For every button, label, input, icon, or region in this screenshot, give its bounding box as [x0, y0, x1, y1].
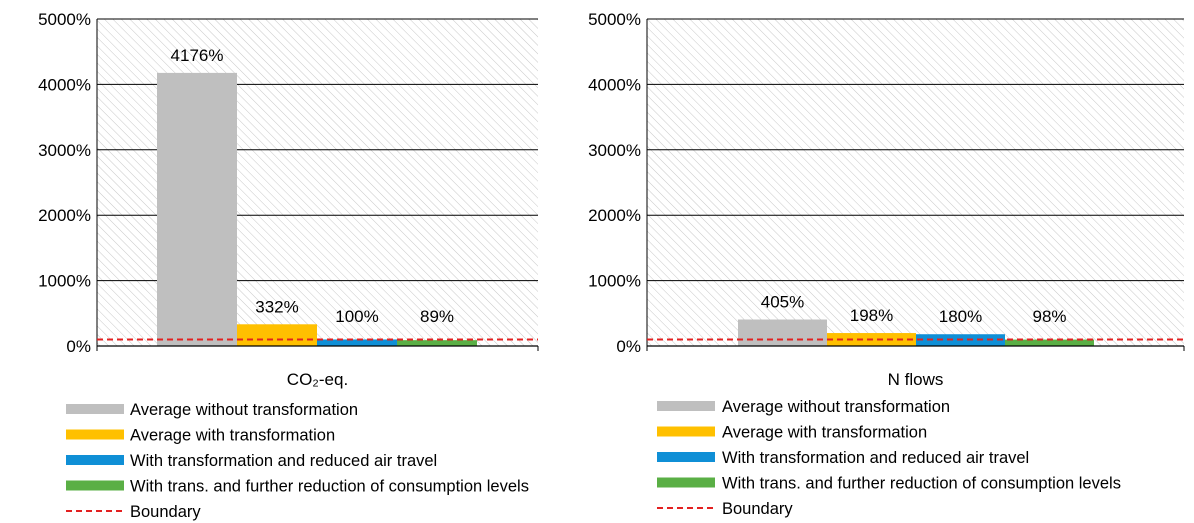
co2-data-label-3: 100% — [335, 307, 378, 326]
co2-bar-3 — [317, 339, 397, 346]
nflows-y-tick-label: 1000% — [588, 272, 641, 291]
n-flows-chart-panel: 0% 1000% 2000% 3000% 4000% 5000% 405% 198% 180% 9… — [588, 10, 1185, 518]
co2-y-tick-label: 5000% — [38, 10, 91, 29]
co2-legend-swatch-4 — [66, 480, 124, 491]
co2-y-tick-label: 3000% — [38, 141, 91, 160]
co2-bar-2 — [237, 324, 317, 346]
nflows-legend-label-4: With trans. and further reduction of con… — [722, 475, 1121, 493]
co2-y-tick-label: 1000% — [38, 272, 91, 291]
nflows-legend-swatch-3 — [657, 452, 715, 462]
nflows-legend-label-2: Average with transformation — [722, 424, 927, 442]
nflows-legend-swatch-4 — [657, 477, 715, 488]
co2-legend-label-boundary: Boundary — [130, 503, 201, 521]
nflows-data-label-2: 198% — [850, 306, 893, 325]
co2-legend-swatch-1 — [66, 404, 124, 414]
nflows-bar-4 — [1005, 339, 1094, 346]
co2-legend-label-4: With trans. and further reduction of con… — [130, 478, 529, 496]
co2-y-tick-label: 4000% — [38, 75, 91, 94]
co2-legend-label-3: With transformation and reduced air trav… — [130, 452, 437, 470]
co2-legend-label-1: Average without transformation — [130, 401, 358, 419]
nflows-bar-1 — [738, 319, 827, 346]
nflows-y-tick-label: 5000% — [588, 10, 641, 29]
nflows-y-tick-label: 4000% — [588, 75, 641, 94]
nflows-category-label: N flows — [888, 370, 944, 389]
nflows-data-label-1: 405% — [761, 293, 804, 312]
nflows-legend-label-boundary: Boundary — [722, 500, 793, 518]
co2-y-tick-label: 2000% — [38, 206, 91, 225]
nflows-legend-label-3: With transformation and reduced air trav… — [722, 449, 1029, 467]
co2-data-label-1: 4176% — [171, 46, 224, 65]
nflows-legend-label-1: Average without transformation — [722, 398, 950, 416]
co2-legend-swatch-3 — [66, 455, 124, 465]
co2-category-label: CO₂-eq. — [287, 370, 348, 389]
nflows-legend-swatch-2 — [657, 426, 715, 437]
nflows-data-label-4: 98% — [1032, 307, 1066, 326]
nflows-legend-swatch-1 — [657, 401, 715, 411]
co2-legend-label-2: Average with transformation — [130, 427, 335, 445]
nflows-y-tick-label: 3000% — [588, 141, 641, 160]
nflows-data-label-3: 180% — [939, 307, 982, 326]
co2-bar-1 — [157, 72, 237, 347]
nflows-y-tick-label: 0% — [616, 337, 641, 356]
co2-data-label-4: 89% — [420, 307, 454, 326]
co2-y-tick-label: 0% — [66, 337, 91, 356]
co2-chart-panel: 0% 1000% 2000% 3000% 4000% 5000% 4176% 332% 100%… — [38, 10, 539, 521]
co2-legend-swatch-2 — [66, 429, 124, 440]
co2-bar-4 — [397, 340, 477, 346]
co2-data-label-2: 332% — [255, 297, 298, 316]
nflows-plot-area — [647, 19, 1184, 346]
nflows-y-tick-label: 2000% — [588, 206, 641, 225]
